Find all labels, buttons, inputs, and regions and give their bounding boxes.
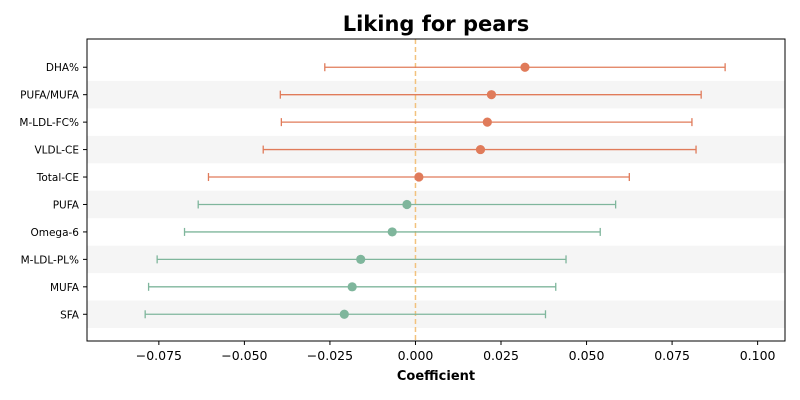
estimate-point: [356, 254, 366, 264]
y-tick-label: M-LDL-FC%: [19, 117, 79, 129]
x-tick-label: 0.000: [398, 348, 434, 363]
y-tick-label: PUFA: [53, 199, 80, 211]
row-5: [197, 199, 617, 210]
row-6: [183, 227, 601, 237]
x-tick-label: −0.025: [307, 348, 353, 363]
y-tick-label: MUFA: [50, 282, 80, 294]
plot-frame: [86, 38, 786, 342]
row-8: [147, 282, 557, 292]
row-0: [324, 62, 726, 72]
estimate-point: [339, 309, 349, 319]
row-2: [280, 117, 693, 127]
x-tick-label: 0.050: [569, 348, 605, 363]
row-3: [262, 144, 697, 155]
x-axis-ticks: −0.075 −0.050 −0.025 0.000 0.025 0.050 0.075 0.…: [136, 341, 776, 363]
y-axis-ticks: DHA% PUFA/MUFA M-LDL-FC% VLDL-CE Total-CE PUF…: [19, 62, 87, 321]
y-tick-label: Omega-6: [30, 227, 79, 239]
row-1: [279, 90, 702, 100]
estimate-point: [414, 172, 424, 182]
x-tick-label: −0.050: [221, 348, 267, 363]
y-tick-label: SFA: [60, 309, 80, 321]
row-9: [144, 309, 547, 319]
x-axis-label: Coefficient: [397, 369, 475, 384]
x-tick-label: −0.075: [136, 348, 182, 363]
data-rows: [144, 62, 726, 319]
estimate-point: [402, 199, 412, 210]
estimate-point: [387, 227, 397, 237]
estimate-point: [475, 144, 486, 155]
estimate-point: [482, 117, 492, 127]
y-tick-label: Total-CE: [36, 172, 79, 184]
row-7: [156, 254, 567, 264]
estimate-point: [520, 62, 530, 72]
estimate-point: [347, 282, 357, 292]
x-tick-label: 0.075: [654, 348, 690, 363]
y-tick-label: PUFA/MUFA: [20, 90, 80, 102]
chart-title: Liking for pears: [343, 12, 530, 36]
x-tick-label: 0.025: [483, 348, 519, 363]
x-tick-label: 0.100: [740, 348, 776, 363]
y-tick-label: DHA%: [46, 62, 79, 74]
y-tick-label: VLDL-CE: [34, 145, 79, 157]
estimate-point: [486, 90, 497, 100]
y-tick-label: M-LDL-PL%: [21, 254, 79, 266]
row-4: [207, 172, 630, 182]
